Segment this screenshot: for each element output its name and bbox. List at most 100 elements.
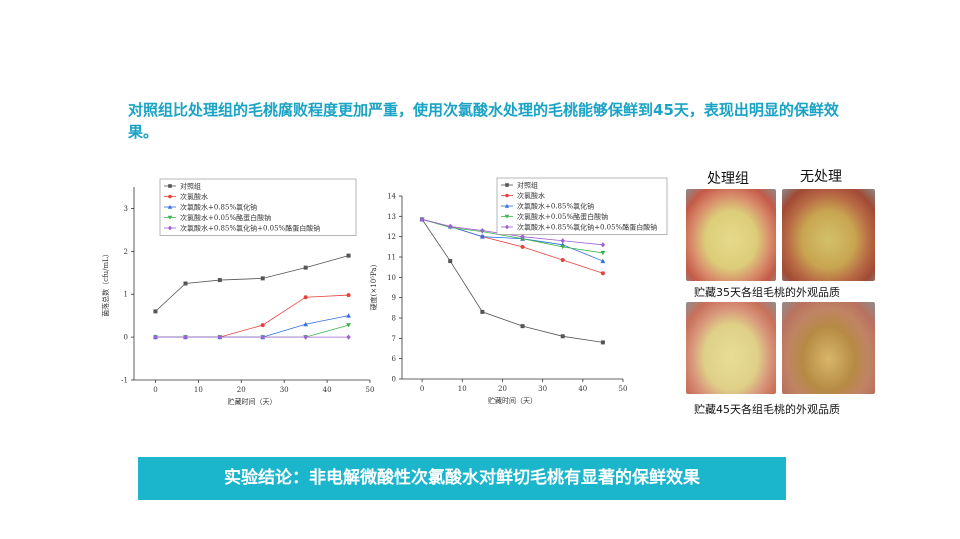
x-axis-label: 贮藏时间（天） [228,397,277,406]
y-tick-label: 0 [392,376,396,384]
marker [600,250,606,256]
marker [448,259,453,264]
legend-marker [168,225,172,231]
y-tick-label: 2 [124,248,128,256]
y-tick-label: -1 [121,377,128,385]
photo [686,302,776,394]
marker [560,258,565,263]
marker [419,216,425,222]
legend-marker [504,214,510,219]
marker [346,293,351,298]
marker [303,295,308,300]
photo-caption: 贮藏35天各组毛桃的外观品质 [694,286,840,299]
y-axis-label: 硬度(×10⁵Pa) [369,264,378,310]
y-tick-label: 6 [392,355,397,363]
y-tick-label: 14 [387,193,396,201]
series-line [421,219,603,343]
photo [782,302,875,394]
conclusion-banner: 实验结论：非电解微酸性次氯酸水对鲜切毛桃有显著的保鲜效果 [138,457,786,500]
marker [600,242,606,248]
y-tick-label: 9 [392,294,396,302]
marker [480,227,485,234]
legend-box [496,177,668,235]
legend-label: 次氯酸水+0.85%氯化钠 [517,202,594,211]
legend-marker [505,183,509,187]
y-tick-label: 0 [124,334,128,342]
x-tick-label: 20 [237,386,246,394]
marker [346,253,351,258]
x-tick-label: 0 [153,386,157,394]
marker [560,244,566,250]
marker [346,334,351,340]
y-tick-label: 12 [387,233,396,241]
legend-label: 次氯酸水+0.05%酪蛋白酸钠 [517,212,608,221]
legend-marker [505,193,509,198]
legend-marker [505,224,509,230]
marker [520,244,525,249]
legend-marker [167,215,173,220]
marker [346,313,351,318]
y-tick-label: 7 [392,335,396,343]
x-tick-label: 10 [458,385,467,393]
legend-label: 次氯酸水 [517,191,545,200]
marker [303,321,309,327]
x-tick-label: 20 [498,385,507,393]
marker [600,258,606,264]
legend-label: 次氯酸水+0.85%氯化钠+0.05%酪蛋白酸钠 [517,223,657,232]
series-line [155,255,349,312]
marker [520,234,525,240]
legend-box [159,178,357,236]
marker [260,334,265,340]
marker [560,334,565,339]
legend-label: 对照组 [517,181,538,190]
x-axis-label: 贮藏时间（天） [488,396,537,405]
x-tick-label: 10 [194,386,203,394]
x-tick-label: 0 [420,385,424,393]
legend-marker [168,184,172,188]
marker [183,281,188,286]
marker [217,334,223,340]
y-tick-label: 1 [124,291,128,299]
photo-label: 处理组 [707,171,749,187]
photo-caption: 贮藏45天各组毛桃的外观品质 [694,403,840,416]
x-tick-label: 30 [280,386,289,394]
y-tick-label: 3 [124,205,128,213]
legend-label: 次氯酸水+0.85%氯化钠 [180,203,257,212]
photo-label: 无处理 [800,169,842,185]
marker [600,271,605,276]
legend-marker [168,194,172,199]
legend-marker [504,203,510,208]
y-tick-label: 10 [387,274,396,282]
marker [260,276,265,281]
x-tick-label: 50 [619,385,628,393]
marker [480,309,485,314]
marker [303,334,308,340]
legend-label: 次氯酸水 [180,192,208,201]
photo [686,189,776,281]
marker [217,278,222,283]
marker [153,309,158,314]
legend-label: 次氯酸水+0.05%酪蛋白酸钠 [180,213,271,222]
legend-label: 对照组 [180,182,201,191]
marker [303,265,308,270]
marker [183,334,188,340]
x-tick-label: 40 [578,385,587,393]
marker [479,234,485,239]
x-tick-label: 30 [538,385,547,393]
series-line [421,218,603,254]
marker [600,340,605,345]
legend-marker [167,204,173,209]
marker [520,324,525,329]
x-tick-label: 40 [323,386,332,394]
y-tick-label: 8 [392,315,396,323]
x-tick-label: 50 [366,386,375,394]
marker [153,334,158,340]
marker [260,323,265,328]
photo [782,189,875,281]
marker [346,323,351,328]
marker [560,238,565,244]
y-tick-label: 13 [387,213,396,221]
series-line [155,294,349,338]
